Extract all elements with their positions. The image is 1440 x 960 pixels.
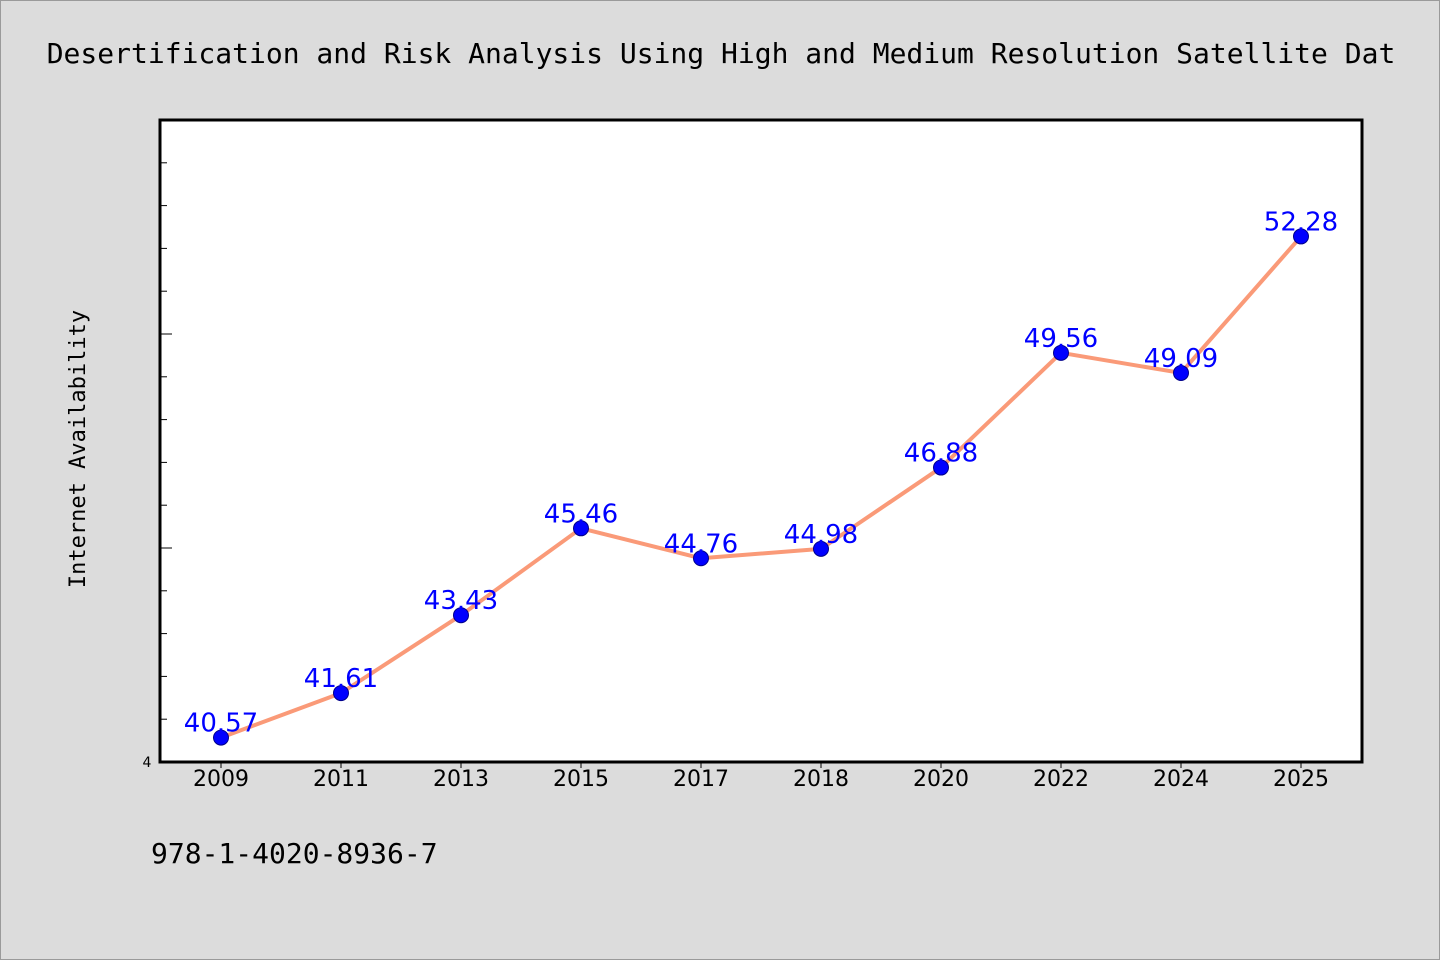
data-point [1053, 344, 1069, 361]
data-label: 45.46 [544, 499, 618, 529]
data-label: 44.76 [664, 529, 738, 559]
data-point [693, 550, 709, 567]
x-axis-ticks: 2009 2011 2013 2015 2017 2018 2020 2022 2024 2025 [193, 762, 1329, 792]
data-labels: 40.57 41.61 43.43 45.46 44.76 44.98 46.88 49.56… [184, 207, 1338, 738]
x-tick-label: 2011 [313, 767, 369, 792]
x-tick-label: 2022 [1033, 767, 1089, 792]
x-tick-label: 2020 [913, 767, 969, 792]
series-line [220, 235, 1303, 740]
data-label: 49.56 [1024, 324, 1098, 354]
data-point [933, 459, 949, 476]
data-label: 49.09 [1144, 344, 1218, 374]
data-label: 40.57 [184, 709, 258, 739]
data-label: 44.98 [784, 520, 858, 550]
x-tick-label: 2017 [673, 767, 729, 792]
data-point [213, 729, 229, 746]
x-tick-label: 2018 [793, 767, 849, 792]
data-label: 43.43 [424, 586, 498, 616]
data-markers [213, 228, 1309, 746]
data-point [333, 685, 349, 702]
y-axis-label: Internet Availability [66, 310, 91, 588]
y-axis-ticks [160, 162, 172, 720]
y-tick-label: 4 [143, 755, 152, 771]
data-point [1293, 228, 1309, 245]
data-point [1173, 364, 1189, 381]
data-label: 52.28 [1264, 207, 1338, 237]
series-line-group [220, 235, 1303, 740]
footer-isbn: 978-1-4020-8936-7 [151, 837, 438, 870]
data-point [813, 540, 829, 557]
x-tick-label: 2024 [1153, 767, 1209, 792]
x-tick-label: 2025 [1273, 767, 1329, 792]
chart-title: Desertification and Risk Analysis Using … [47, 37, 1396, 70]
data-point [453, 607, 469, 624]
x-tick-label: 2013 [433, 767, 489, 792]
data-point [573, 520, 589, 537]
data-label: 46.88 [904, 439, 978, 469]
x-tick-label: 2009 [193, 767, 249, 792]
data-label: 41.61 [304, 664, 378, 694]
plot-area [158, 118, 1364, 764]
x-tick-label: 2015 [553, 767, 609, 792]
